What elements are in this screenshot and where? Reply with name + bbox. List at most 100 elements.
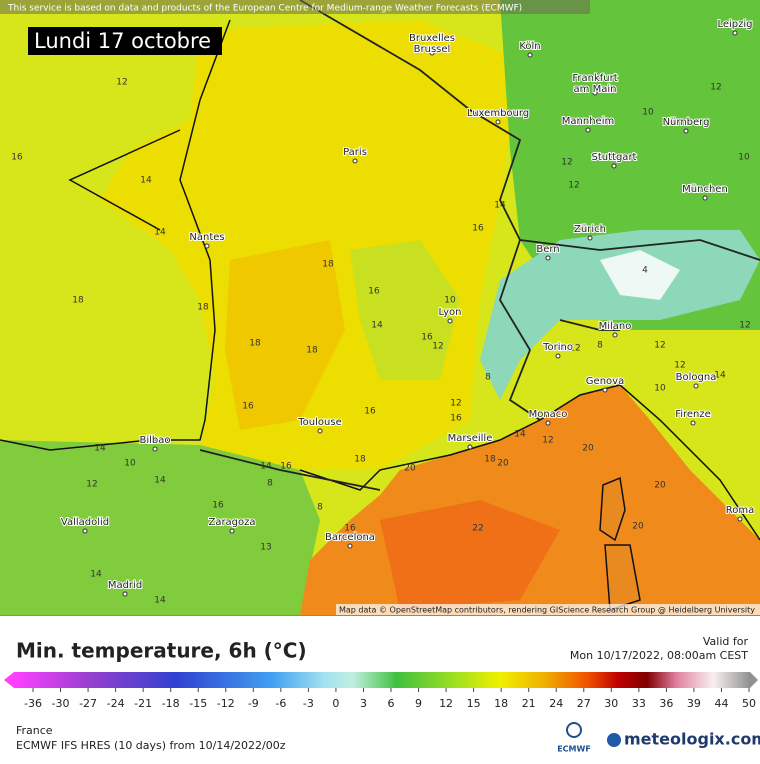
city-dot — [555, 353, 561, 359]
legend-title: Min. temperature, 6h (°C) — [16, 639, 307, 663]
colorbar-tick-label: 3 — [360, 697, 367, 710]
colorbar-tick-label: 12 — [439, 697, 453, 710]
city-label: Köln — [519, 41, 540, 52]
colorbar-tick-label: 18 — [494, 697, 508, 710]
contour-label: 18 — [197, 303, 209, 313]
colorbar — [14, 672, 750, 688]
city-line: Marseille — [448, 433, 493, 444]
city-label: Madrid — [108, 580, 142, 591]
contour-label: 16 — [421, 333, 433, 343]
city-dot — [545, 420, 551, 426]
contour-label: 10 — [738, 153, 750, 163]
city-dot — [587, 235, 593, 241]
spain-field — [0, 440, 320, 615]
sardinia — [604, 544, 641, 612]
map-credit: Map data © OpenStreetMap contributors, r… — [339, 606, 755, 615]
colorbar-tick-label: 50 — [742, 697, 756, 710]
city-dot — [702, 195, 708, 201]
colorbar-tick-label: -18 — [162, 697, 180, 710]
city-line: Stuttgart — [592, 152, 637, 163]
colorbar-tick-label: 44 — [714, 697, 728, 710]
city-line: Barcelona — [325, 532, 375, 543]
date-label: Lundi 17 octobre — [34, 29, 211, 53]
model-run: ECMWF IFS HRES (10 days) from 10/14/2022… — [16, 739, 286, 752]
contour-label: 18 — [484, 455, 496, 465]
contour-label: 10 — [444, 296, 456, 306]
contour-label: 12 — [116, 78, 127, 88]
contour-label: 10 — [124, 459, 136, 469]
contour-label: 8 — [267, 479, 273, 489]
contour-label: 20 — [582, 444, 594, 454]
city-line: Bilbao — [139, 435, 170, 446]
city-dot — [152, 446, 158, 452]
colorbar-tick-label: 39 — [687, 697, 701, 710]
contour-label: 12 — [432, 342, 443, 352]
city-label: Bologna — [676, 372, 717, 383]
date-bg — [28, 27, 222, 55]
contour-label: 22 — [472, 524, 483, 534]
city-label: Monaco — [529, 409, 568, 420]
city-label: Valladolid — [61, 517, 109, 528]
region: France — [16, 724, 53, 737]
contour-label: 12 — [568, 181, 579, 191]
city-dot — [690, 420, 696, 426]
brand: meteologix.com — [624, 730, 760, 749]
contour-label: 14 — [494, 201, 506, 211]
colorbar-left-arrow — [4, 672, 14, 688]
city-dot — [602, 387, 608, 393]
city-line: Milano — [599, 321, 632, 332]
city-label: Stuttgart — [592, 152, 637, 163]
valid-label: Valid for — [703, 635, 749, 648]
contour-label: 4 — [642, 266, 648, 276]
contour-label: 20 — [497, 459, 509, 469]
city-label: Roma — [726, 505, 755, 516]
contour-label: 14 — [140, 176, 152, 186]
contour-label: 16 — [212, 501, 224, 511]
city-dot — [467, 444, 473, 450]
contour-label: 10 — [654, 384, 666, 394]
brand-logo — [607, 733, 621, 747]
colorbar-tick-label: -27 — [79, 697, 97, 710]
city-line: Nantes — [189, 232, 224, 243]
contour-label: 20 — [404, 464, 416, 474]
city-line: Mannheim — [562, 116, 614, 127]
contour-label: 8 — [485, 373, 491, 383]
city-label: Luxembourg — [467, 108, 529, 119]
separator — [0, 615, 760, 616]
contour-label: 12 — [450, 399, 461, 409]
city-dot — [585, 127, 591, 133]
city-line: Köln — [519, 41, 540, 52]
contour-label: 8 — [597, 341, 603, 351]
colorbar-tick-label: 0 — [332, 697, 339, 710]
colorbar-tick-label: 33 — [632, 697, 646, 710]
massif-field — [350, 240, 460, 380]
city-dot — [612, 332, 618, 338]
credit-bg — [336, 604, 760, 615]
contour-label: 13 — [260, 543, 271, 553]
contour-label: 16 — [472, 224, 484, 234]
warm-sea — [380, 500, 560, 610]
ecmwf-logo — [566, 722, 582, 738]
contour-label: 10 — [642, 108, 654, 118]
colorbar-tick-label: -24 — [107, 697, 125, 710]
contour-label: 16 — [242, 402, 254, 412]
city-label: Zürich — [574, 224, 606, 235]
contour-label: 14 — [714, 371, 726, 381]
colorbar-tick-label: 27 — [577, 697, 591, 710]
colorbar-tick-label: -3 — [303, 697, 314, 710]
city-dot — [447, 318, 453, 324]
map-area: This service is based on data and produc… — [0, 0, 760, 615]
colorbar-tick-label: -21 — [134, 697, 152, 710]
city-line: Leipzig — [717, 19, 752, 30]
attribution: This service is based on data and produc… — [7, 4, 522, 14]
city-line: Valladolid — [61, 517, 109, 528]
contour-label: 14 — [90, 570, 102, 580]
city-label: Genova — [586, 376, 624, 387]
colorbar-tick-label: 21 — [522, 697, 536, 710]
city-line: Bern — [536, 244, 559, 255]
valid-time: Mon 10/17/2022, 08:00am CEST — [570, 649, 748, 662]
contour-label: 14 — [154, 476, 166, 486]
city-dot — [611, 163, 617, 169]
